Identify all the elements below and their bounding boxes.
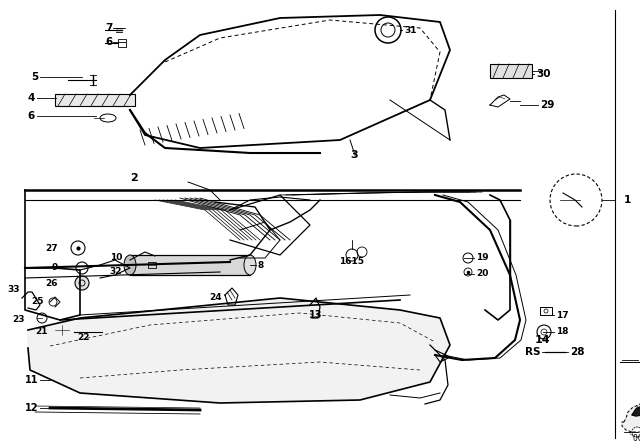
Text: 20: 20 (476, 270, 488, 279)
Text: 000 1950: 000 1950 (633, 434, 640, 443)
Bar (148, 262, 156, 268)
Text: 2: 2 (131, 173, 138, 183)
Text: 30: 30 (536, 69, 550, 79)
Text: 10: 10 (109, 254, 122, 263)
Text: 11: 11 (24, 375, 38, 385)
Text: 12: 12 (24, 403, 38, 413)
Text: 18: 18 (556, 327, 568, 336)
Bar (540, 307, 552, 315)
Text: 19: 19 (476, 254, 488, 263)
Bar (118, 39, 126, 47)
Text: 33: 33 (8, 285, 20, 294)
Text: 14: 14 (535, 335, 550, 345)
Polygon shape (28, 298, 450, 403)
Circle shape (632, 427, 640, 437)
Bar (490, 64, 532, 78)
Text: 6: 6 (28, 111, 35, 121)
Text: 6: 6 (106, 37, 113, 47)
Text: 29: 29 (540, 100, 554, 110)
Circle shape (75, 276, 89, 290)
Text: 21: 21 (35, 327, 48, 336)
Text: 4: 4 (28, 93, 35, 103)
Text: 3: 3 (350, 150, 358, 160)
Polygon shape (622, 403, 640, 432)
Text: 25: 25 (31, 297, 44, 306)
Text: RS: RS (525, 347, 540, 357)
Text: 17: 17 (556, 310, 568, 319)
Ellipse shape (124, 255, 136, 275)
Text: 24: 24 (209, 293, 222, 302)
Text: 5: 5 (31, 72, 38, 82)
Text: 28: 28 (570, 347, 584, 357)
Text: 31: 31 (404, 26, 417, 34)
Polygon shape (632, 404, 640, 416)
Text: 27: 27 (45, 244, 58, 253)
Text: 1615: 1615 (339, 258, 365, 267)
Ellipse shape (244, 255, 256, 275)
Text: 1: 1 (624, 195, 631, 205)
Text: 22: 22 (77, 333, 90, 343)
Bar (130, 255, 250, 275)
Text: 7: 7 (106, 23, 113, 33)
Text: 8: 8 (258, 260, 264, 270)
Text: 23: 23 (13, 315, 25, 324)
Text: 13: 13 (309, 310, 323, 320)
Text: 32: 32 (109, 267, 122, 276)
Text: 9: 9 (52, 263, 58, 272)
Bar (55, 94, 135, 106)
Text: 26: 26 (45, 280, 58, 289)
